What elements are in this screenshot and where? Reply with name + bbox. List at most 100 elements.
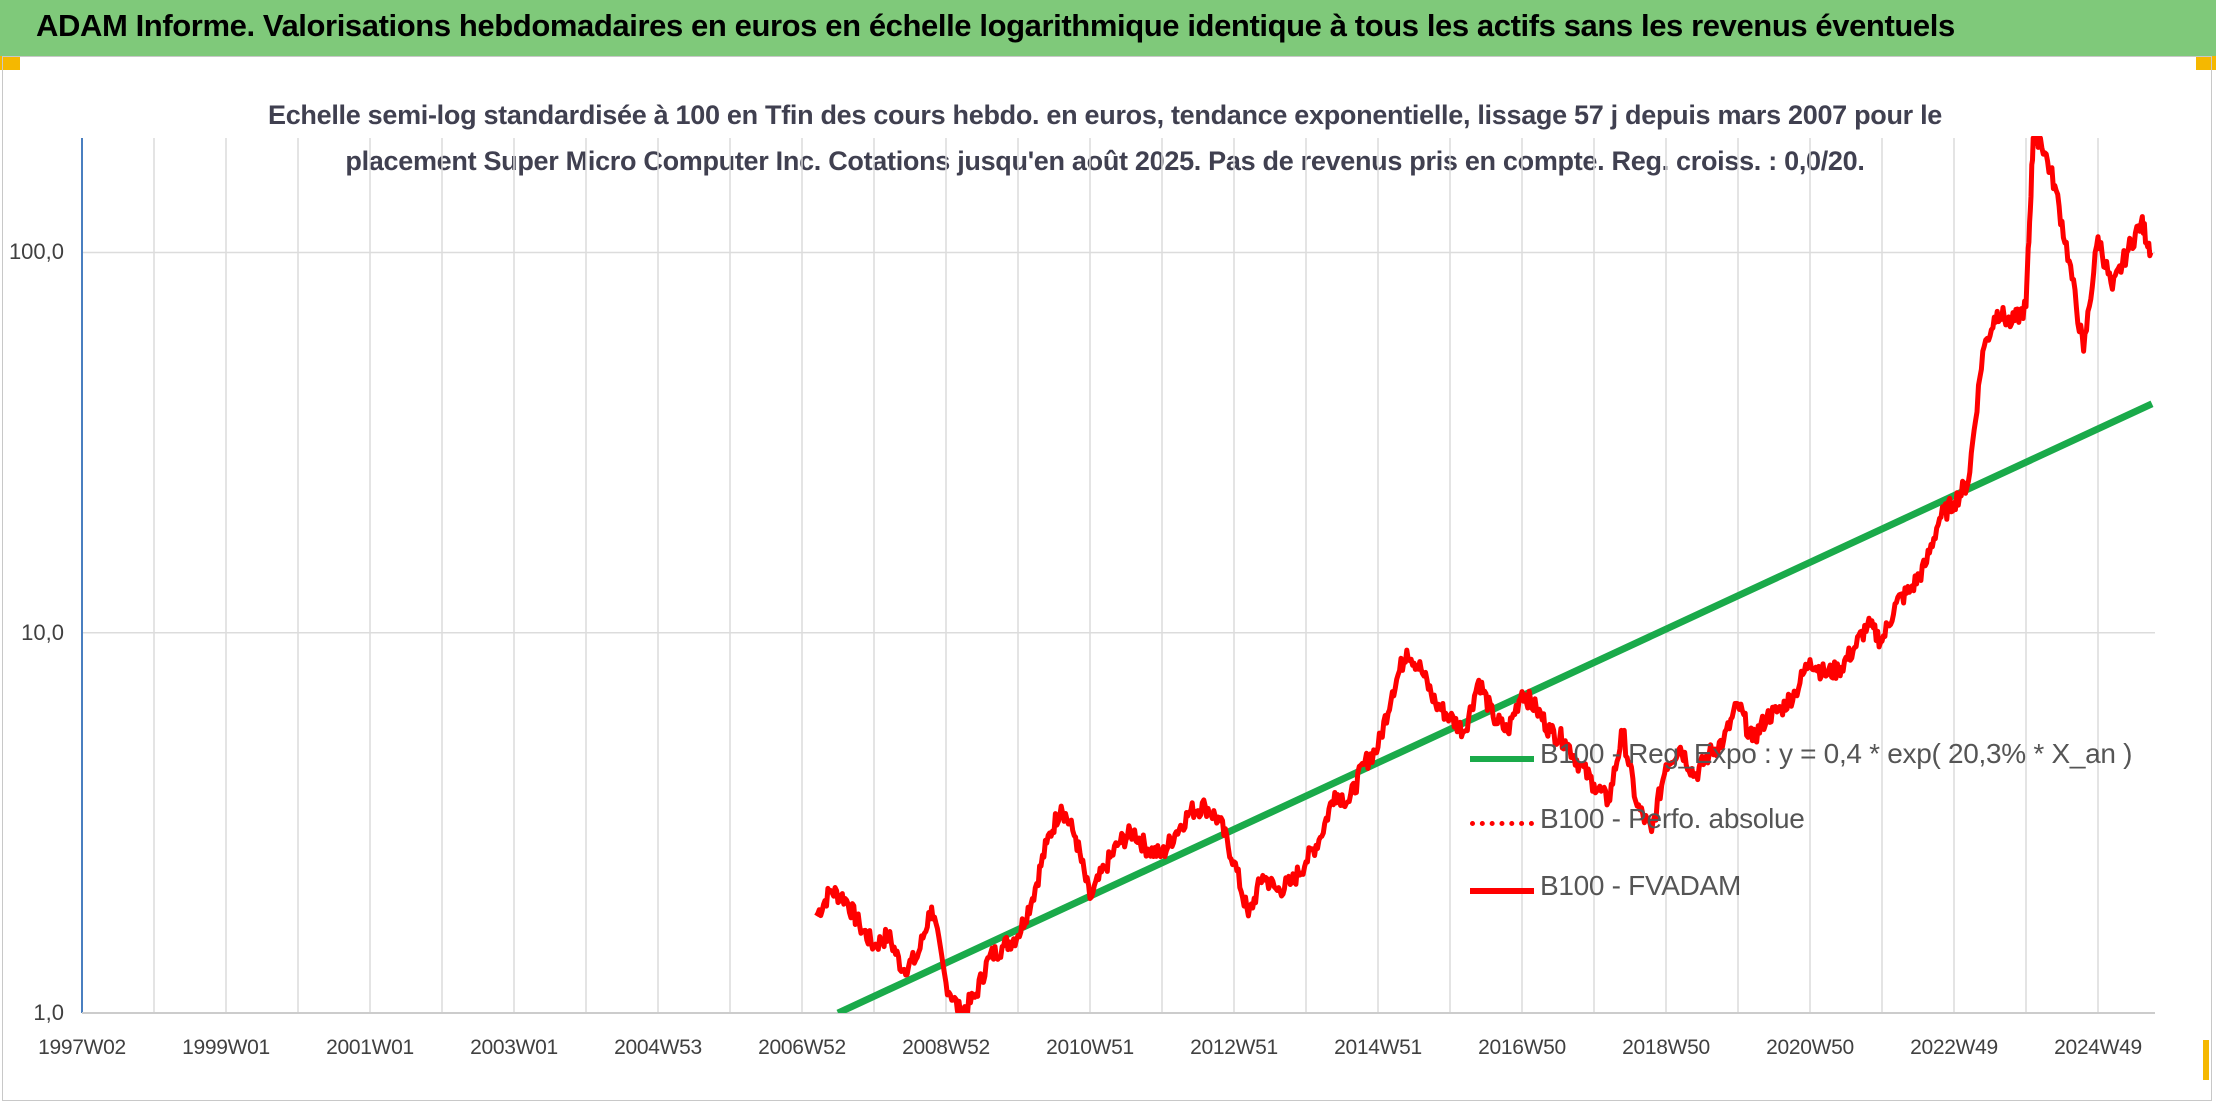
fvadam-point: [1117, 841, 1120, 844]
fvadam-point: [2140, 221, 2143, 224]
fvadam-point: [1233, 860, 1236, 863]
fvadam-point: [1247, 914, 1250, 917]
fvadam-point: [1981, 350, 1984, 353]
fvadam-point: [1420, 668, 1423, 671]
fvadam-point: [1434, 702, 1437, 705]
fvadam-point: [959, 1012, 962, 1015]
fvadam-point: [973, 996, 976, 999]
legend-swatch-red-dotted: [1470, 821, 1534, 826]
fvadam-point: [1492, 716, 1495, 719]
fvadam-point: [1031, 897, 1034, 900]
corner-marker-left: [0, 56, 20, 70]
legend-swatch-red-solid: [1470, 888, 1534, 894]
fvadam-point: [1837, 668, 1840, 671]
y-tick-label: 10,0: [21, 619, 64, 645]
grid-lines: [81, 138, 2155, 1014]
fvadam-point: [1319, 836, 1322, 839]
header-bar: ADAM Informe. Valorisations hebdomadaire…: [0, 0, 2216, 56]
fvadam-point: [945, 981, 948, 984]
fvadam-point: [1362, 763, 1365, 766]
fvadam-point: [2039, 137, 2042, 140]
fvadam-point: [1938, 517, 1941, 520]
fvadam-point: [1521, 690, 1524, 693]
fvadam-point: [1621, 730, 1624, 733]
fvadam-point: [1103, 867, 1106, 870]
y-tick-label: 100,0: [8, 239, 64, 265]
fvadam-point: [1794, 690, 1797, 693]
fvadam-point: [1996, 310, 1999, 313]
fvadam-point: [1535, 708, 1538, 711]
fvadam-point: [2025, 305, 2028, 308]
x-tick-label: 2003W01: [470, 1036, 558, 1059]
fvadam-point: [1204, 805, 1207, 808]
fvadam-point: [1132, 830, 1135, 833]
fvadam-point: [1218, 819, 1221, 822]
fvadam-point: [1549, 730, 1552, 733]
fvadam-point: [1089, 897, 1092, 900]
fvadam-point: [2068, 259, 2071, 262]
fvadam-point: [1852, 649, 1855, 652]
chart-title-line-1: Echelle semi-log standardisée à 100 en T…: [267, 100, 1942, 130]
fvadam-point: [844, 897, 847, 900]
y-tick-label: 1,0: [33, 1000, 64, 1025]
fvadam-point: [1391, 690, 1394, 693]
fvadam-point: [988, 956, 991, 959]
x-tick-label: 2006W52: [758, 1036, 846, 1059]
fvadam-point: [1305, 860, 1308, 863]
series-layer: [814, 136, 2154, 1015]
fvadam-point: [1002, 945, 1005, 948]
fvadam-point: [930, 905, 933, 908]
report-title: ADAM Informe. Valorisations hebdomadaire…: [36, 8, 1955, 43]
x-tick-label: 2004W53: [614, 1036, 702, 1059]
fvadam-point: [2125, 251, 2128, 254]
chart-title: Echelle semi-log standardisée à 100 en T…: [220, 92, 1990, 184]
x-tick-label: 2010W51: [1046, 1036, 1134, 1059]
fvadam-point: [1866, 623, 1869, 626]
fvadam-point: [1017, 934, 1020, 937]
fvadam-point: [1074, 836, 1077, 839]
fvadam-point: [1045, 841, 1048, 844]
fvadam-point: [2010, 322, 2013, 325]
fvadam-point: [2097, 235, 2100, 238]
x-tick-label: 2008W52: [902, 1036, 990, 1059]
fvadam-point: [1506, 730, 1509, 733]
fvadam-point: [1967, 480, 1970, 483]
x-tick-label: 2012W51: [1190, 1036, 1278, 1059]
fvadam-point: [1737, 702, 1740, 705]
fvadam-point: [1290, 881, 1293, 884]
x-tick-label: 2024W49: [2054, 1036, 2142, 1059]
fvadam-point: [829, 889, 832, 892]
series-reg-expo-line: [836, 400, 2154, 1013]
fvadam-point: [1593, 783, 1596, 786]
fvadam-point: [1809, 658, 1812, 661]
legend-label: B100 - FVADAM: [1540, 870, 1741, 901]
fvadam-point: [1175, 830, 1178, 833]
fvadam-point: [887, 934, 890, 937]
fvadam-point: [1405, 649, 1408, 652]
fvadam-point: [1377, 746, 1380, 749]
fvadam-point: [1060, 805, 1063, 808]
fvadam-point: [1895, 601, 1898, 604]
fvadam-point: [1765, 716, 1768, 719]
fvadam-point: [1333, 791, 1336, 794]
series-fvadam-line: [814, 136, 2154, 1013]
fvadam-point: [2111, 288, 2114, 291]
fvadam-point: [1909, 588, 1912, 591]
fvadam-point: [2151, 251, 2154, 254]
x-tick-label: 2020W50: [1766, 1036, 1854, 1059]
fvadam-point: [901, 968, 904, 971]
legend-label: B100 - Reg_Expo : y = 0,4 * exp( 20,3% *…: [1540, 738, 2133, 769]
fvadam-point: [1449, 716, 1452, 719]
fvadam-point: [2082, 350, 2085, 353]
chart-frame: [2, 56, 2212, 1101]
fvadam-point: [916, 956, 919, 959]
fvadam-point: [815, 914, 818, 917]
legend-swatch-green-solid: [1470, 756, 1534, 762]
fvadam-point: [1348, 800, 1351, 803]
fvadam-point: [2053, 184, 2056, 187]
legend-label: B100 - Perfo. absolue: [1540, 803, 1805, 834]
chart-title-line-2: placement Super Micro Computer Inc. Cota…: [345, 146, 1865, 176]
fvadam-point: [1463, 730, 1466, 733]
fvadam-point: [1276, 889, 1279, 892]
